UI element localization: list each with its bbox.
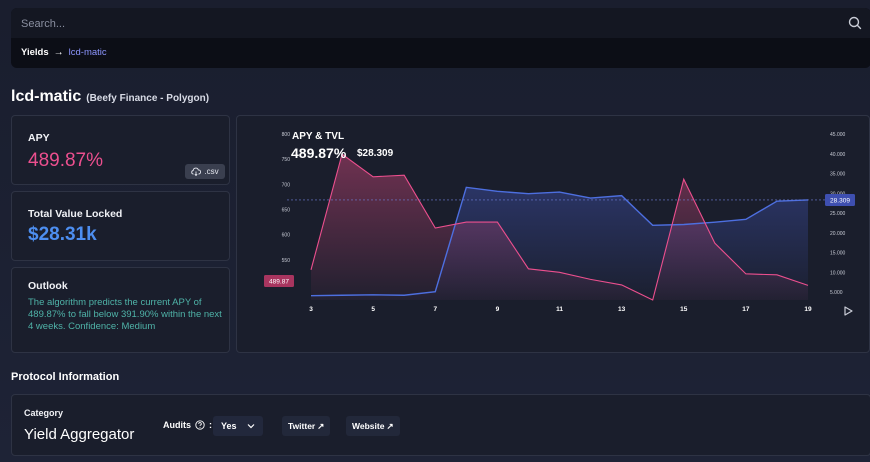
category-label: Category xyxy=(24,408,64,418)
category-value: Yield Aggregator xyxy=(24,426,135,443)
breadcrumb-arrow-icon: → xyxy=(53,47,64,58)
protocol-section-title: Protocol Information xyxy=(11,371,120,383)
apy-tvl-chart-card: 80075070065060055045.00040.00035.00030.0… xyxy=(236,115,870,353)
chart-apy-value: 489.87% xyxy=(291,145,347,161)
search-icon[interactable] xyxy=(847,15,863,31)
left-axis-tick-label: 700 xyxy=(282,182,291,188)
left-axis-tick-label: 600 xyxy=(282,233,291,239)
x-axis-tick-label: 17 xyxy=(742,306,750,313)
page-subtitle: (Beefy Finance - Polygon) xyxy=(86,93,210,104)
tvl-marker-label: 28.309 xyxy=(830,197,850,204)
audits-select[interactable]: Yes xyxy=(213,416,263,436)
right-axis-tick-label: 45.000 xyxy=(830,132,846,138)
right-axis-tick-label: 40.000 xyxy=(830,152,846,158)
tvl-value: $28.31k xyxy=(28,224,97,245)
audits-colon: : xyxy=(209,420,212,430)
external-link-icon: ↗ xyxy=(386,420,394,431)
x-axis-tick-label: 5 xyxy=(371,306,375,313)
tvl-line xyxy=(310,186,809,297)
external-link-icon: ↗ xyxy=(317,420,325,431)
twitter-label: Twitter xyxy=(288,421,316,431)
left-axis-tick-label: 550 xyxy=(282,258,291,264)
chevron-down-icon xyxy=(247,424,255,429)
apy-tvl-chart: 80075070065060055045.00040.00035.00030.0… xyxy=(264,132,855,313)
tvl-marker xyxy=(825,193,855,206)
breadcrumb-yields[interactable]: Yields xyxy=(21,47,49,58)
x-axis-tick-label: 19 xyxy=(804,306,812,313)
right-axis-tick-label: 10.000 xyxy=(830,270,846,276)
left-axis-tick-label: 650 xyxy=(282,207,291,213)
breadcrumb: Yields → lcd-matic xyxy=(21,47,107,58)
x-axis-tick-label: 11 xyxy=(556,306,563,313)
audits-field: Audits : xyxy=(163,420,212,430)
website-link[interactable]: Website ↗ xyxy=(346,416,400,436)
x-axis-tick-label: 9 xyxy=(496,306,500,313)
search-input[interactable] xyxy=(21,15,821,33)
audits-value: Yes xyxy=(221,421,237,431)
x-axis-tick-label: 13 xyxy=(618,306,626,313)
csv-label: .csv xyxy=(204,167,219,176)
outlook-text: The algorithm predicts the current APY o… xyxy=(28,297,222,332)
apy-marker xyxy=(264,275,294,287)
x-axis-tick-label: 7 xyxy=(433,306,437,313)
right-axis-tick-label: 35.000 xyxy=(830,172,846,178)
left-axis-tick-label: 750 xyxy=(282,157,291,163)
apy-label: APY xyxy=(28,132,50,144)
right-axis-tick-label: 5.000 xyxy=(830,290,843,296)
left-axis-tick-label: 800 xyxy=(282,132,291,138)
tvl-label: Total Value Locked xyxy=(28,208,123,220)
outlook-label: Outlook xyxy=(28,280,68,292)
csv-download-button[interactable]: .csv xyxy=(185,164,225,179)
cloud-download-icon xyxy=(191,167,202,176)
search-bar xyxy=(11,8,870,38)
x-axis-tick-label: 15 xyxy=(680,306,688,313)
x-axis-tick-label: 3 xyxy=(309,306,313,313)
chart-tvl-value: $28.309 xyxy=(357,148,394,159)
page-title: lcd-matic xyxy=(11,88,82,105)
breadcrumb-current[interactable]: lcd-matic xyxy=(68,47,107,58)
twitter-link[interactable]: Twitter ↗ xyxy=(282,416,331,436)
right-axis-tick-label: 25.000 xyxy=(830,211,846,217)
protocol-card: Category Yield Aggregator Audits : Yes T… xyxy=(11,394,870,456)
apy-card: APY 489.87% .csv xyxy=(11,115,230,185)
tvl-card: Total Value Locked $28.31k xyxy=(11,191,230,261)
help-icon[interactable] xyxy=(195,420,205,430)
website-label: Website xyxy=(352,421,385,431)
chart-title: APY & TVL xyxy=(292,131,345,142)
top-bar: Yields → lcd-matic xyxy=(11,8,870,68)
apy-marker-label: 489.87 xyxy=(269,279,289,286)
page-header: lcd-matic (Beefy Finance - Polygon) xyxy=(11,88,209,106)
audits-label: Audits xyxy=(163,420,191,430)
apy-line xyxy=(310,153,809,301)
apy-area xyxy=(311,154,808,300)
outlook-card: Outlook The algorithm predicts the curre… xyxy=(11,267,230,353)
play-icon[interactable] xyxy=(842,305,854,317)
apy-value: 489.87% xyxy=(28,150,104,171)
right-axis-tick-label: 15.000 xyxy=(830,251,846,257)
right-axis-tick-label: 20.000 xyxy=(830,231,846,237)
